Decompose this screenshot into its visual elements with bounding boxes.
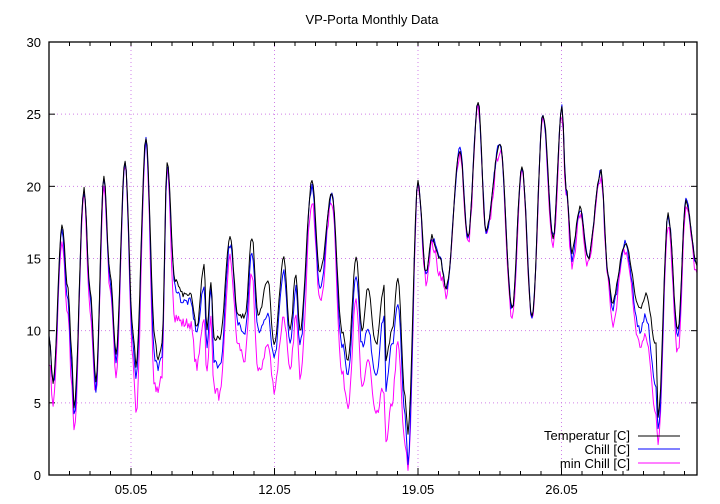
- series-line-min-chill-c: [48, 102, 698, 471]
- y-tick-label: 20: [27, 179, 41, 194]
- legend-label-temperatur: Temperatur [C]: [544, 428, 630, 443]
- y-tick-label: 30: [27, 35, 41, 50]
- series-lines: [48, 102, 698, 471]
- grid: [49, 42, 697, 475]
- plot-border: [48, 41, 698, 476]
- x-tick-label: 26.05: [545, 482, 578, 497]
- y-tick-label: 25: [27, 107, 41, 122]
- legend-label-chill: Chill [C]: [584, 442, 630, 457]
- x-tick-label: 12.05: [258, 482, 291, 497]
- series-line-chill-c: [48, 103, 698, 465]
- chart-title: VP-Porta Monthly Data: [306, 12, 440, 27]
- legend: Temperatur [C] Chill [C] min Chill [C]: [544, 428, 680, 471]
- y-tick-label: 5: [34, 396, 41, 411]
- ticks: 0 5 10 15 20 25 30 05.05 12.05 19.05 26.05: [27, 35, 697, 497]
- x-tick-label: 19.05: [402, 482, 435, 497]
- x-tick-label: 05.05: [115, 482, 148, 497]
- legend-label-min-chill: min Chill [C]: [560, 456, 630, 471]
- y-tick-label: 0: [34, 468, 41, 483]
- series-line-temperatur-c: [48, 102, 698, 435]
- y-tick-label: 15: [27, 252, 41, 267]
- y-tick-label: 10: [27, 324, 41, 339]
